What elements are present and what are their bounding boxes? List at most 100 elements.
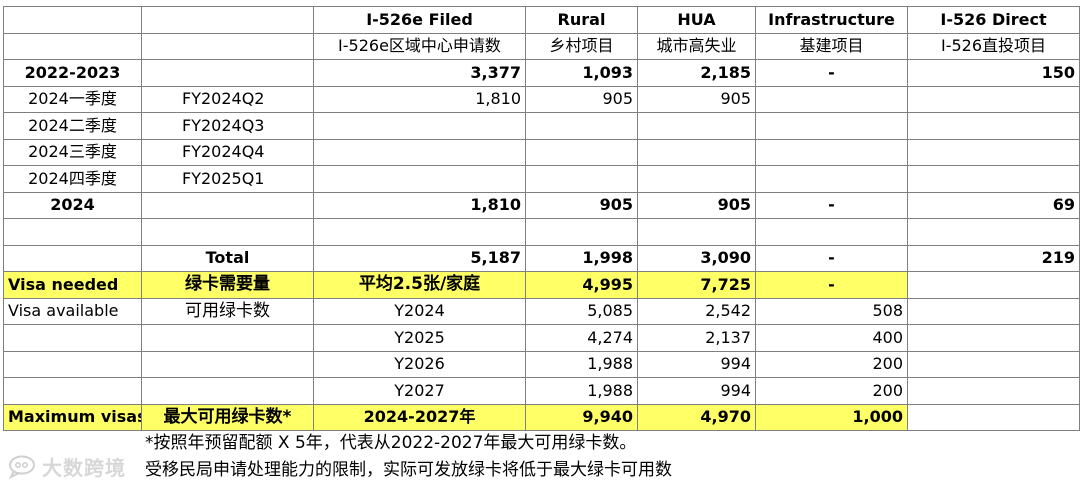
row-label: Visa needed bbox=[3, 271, 142, 299]
header-row-cn: I-526e区域中心申请数 乡村项目 城市高失业 基建项目 I-526直投项目 bbox=[3, 32, 1080, 60]
table-row-2024: 2024 1,810 905 905 - 69 bbox=[3, 191, 1080, 219]
cell bbox=[755, 112, 908, 140]
col-header-direct: I-526 Direct bbox=[907, 6, 1080, 34]
cell-rural: 9,940 bbox=[525, 403, 638, 431]
table-row-q2: 2024二季度 FY2024Q3 bbox=[3, 112, 1080, 140]
cell-infra: 400 bbox=[755, 324, 908, 352]
cell-infra: 200 bbox=[755, 377, 908, 405]
cell bbox=[141, 218, 314, 246]
cell bbox=[755, 218, 908, 246]
col-header-infra: Infrastructure bbox=[755, 6, 908, 34]
avg-note: 平均2.5张/家庭 bbox=[313, 271, 526, 299]
cell bbox=[525, 138, 638, 166]
cell-rural: 4,995 bbox=[525, 271, 638, 299]
cell-infra: 200 bbox=[755, 350, 908, 378]
table-row-total: Total 5,187 1,998 3,090 - 219 bbox=[3, 244, 1080, 272]
header-row-en: I-526e Filed Rural HUA Infrastructure I-… bbox=[3, 6, 1080, 34]
cell-hua: 994 bbox=[637, 377, 756, 405]
cell bbox=[141, 324, 314, 352]
table-row-y2026: Y2026 1,988 994 200 bbox=[3, 350, 1080, 378]
cell bbox=[313, 165, 526, 193]
table-row-maximum: Maximum visas 最大可用绿卡数* 2024-2027年 9,940 … bbox=[3, 403, 1080, 431]
cell-direct: 219 bbox=[907, 244, 1080, 272]
cell-hua: 2,137 bbox=[637, 324, 756, 352]
cell bbox=[525, 165, 638, 193]
cell-rural: 4,274 bbox=[525, 324, 638, 352]
cell bbox=[3, 218, 142, 246]
col-header-rural: Rural bbox=[525, 6, 638, 34]
cell bbox=[907, 271, 1080, 299]
cell-direct: 150 bbox=[907, 59, 1080, 87]
cell bbox=[3, 377, 142, 405]
table-row-q1: 2024一季度 FY2024Q2 1,810 905 905 bbox=[3, 85, 1080, 113]
cell bbox=[313, 138, 526, 166]
visa-data-table: I-526e Filed Rural HUA Infrastructure I-… bbox=[3, 6, 1080, 431]
fiscal-quarter: FY2024Q4 bbox=[141, 138, 314, 166]
cell bbox=[907, 138, 1080, 166]
table-row-blank bbox=[3, 218, 1080, 246]
footnote-1: *按照年预留配额 X 5年，代表从2022-2027年最大可用绿卡数。 bbox=[145, 433, 637, 453]
row-label: 2024二季度 bbox=[3, 112, 142, 140]
year-label: Y2024 bbox=[313, 297, 526, 325]
col-header-direct-cn: I-526直投项目 bbox=[907, 32, 1080, 60]
cell bbox=[3, 350, 142, 378]
table-row-visa-available: Visa available 可用绿卡数 Y2024 5,085 2,542 5… bbox=[3, 297, 1080, 325]
table-row-y2027: Y2027 1,988 994 200 bbox=[3, 377, 1080, 405]
cell-rural: 1,998 bbox=[525, 244, 638, 272]
cell bbox=[637, 218, 756, 246]
cell bbox=[3, 6, 142, 34]
row-label: Maximum visas bbox=[3, 403, 142, 431]
cell bbox=[755, 85, 908, 113]
cell-infra: 508 bbox=[755, 297, 908, 325]
cell bbox=[907, 403, 1080, 431]
row-label-cn: 最大可用绿卡数* bbox=[141, 403, 314, 431]
watermark: 大数跨境 bbox=[8, 452, 126, 481]
cell-infra: - bbox=[755, 244, 908, 272]
cell-hua: 7,725 bbox=[637, 271, 756, 299]
cell-rural: 1,988 bbox=[525, 350, 638, 378]
cell bbox=[907, 218, 1080, 246]
cell bbox=[907, 324, 1080, 352]
cell-filed: 1,810 bbox=[313, 85, 526, 113]
cell-rural: 1,093 bbox=[525, 59, 638, 87]
table-row-q3: 2024三季度 FY2024Q4 bbox=[3, 138, 1080, 166]
cell bbox=[313, 112, 526, 140]
row-label: 2022-2023 bbox=[3, 59, 142, 87]
cell bbox=[637, 112, 756, 140]
col-header-hua-cn: 城市高失业 bbox=[637, 32, 756, 60]
cell bbox=[755, 138, 908, 166]
cell bbox=[525, 218, 638, 246]
col-header-infra-cn: 基建项目 bbox=[755, 32, 908, 60]
cell bbox=[907, 165, 1080, 193]
row-label: 2024一季度 bbox=[3, 85, 142, 113]
table-row-visa-needed: Visa needed 绿卡需要量 平均2.5张/家庭 4,995 7,725 … bbox=[3, 271, 1080, 299]
cell-rural: 1,988 bbox=[525, 377, 638, 405]
cell-infra: - bbox=[755, 271, 908, 299]
year-label: Y2026 bbox=[313, 350, 526, 378]
cell-rural: 905 bbox=[525, 191, 638, 219]
col-header-rural-cn: 乡村项目 bbox=[525, 32, 638, 60]
chat-bubble-logo-icon bbox=[8, 455, 35, 479]
row-label: 2024四季度 bbox=[3, 165, 142, 193]
cell-hua: 4,970 bbox=[637, 403, 756, 431]
col-header-filed-cn: I-526e区域中心申请数 bbox=[313, 32, 526, 60]
cell bbox=[3, 32, 142, 60]
cell-direct: 69 bbox=[907, 191, 1080, 219]
cell-hua: 2,185 bbox=[637, 59, 756, 87]
cell-infra: 1,000 bbox=[755, 403, 908, 431]
footnote-2: 受移民局申请处理能力的限制，实际可发放绿卡将低于最大绿卡可用数 bbox=[145, 460, 672, 480]
cell bbox=[907, 85, 1080, 113]
cell bbox=[3, 244, 142, 272]
row-label-cn: 可用绿卡数 bbox=[141, 297, 314, 325]
row-label: Visa available bbox=[3, 297, 142, 325]
cell bbox=[3, 324, 142, 352]
cell bbox=[907, 377, 1080, 405]
cell bbox=[637, 138, 756, 166]
cell bbox=[141, 6, 314, 34]
table-row-2022-2023: 2022-2023 3,377 1,093 2,185 - 150 bbox=[3, 59, 1080, 87]
fiscal-quarter: FY2025Q1 bbox=[141, 165, 314, 193]
cell bbox=[907, 350, 1080, 378]
cell bbox=[141, 59, 314, 87]
row-label: 2024 bbox=[3, 191, 142, 219]
row-label: 2024三季度 bbox=[3, 138, 142, 166]
